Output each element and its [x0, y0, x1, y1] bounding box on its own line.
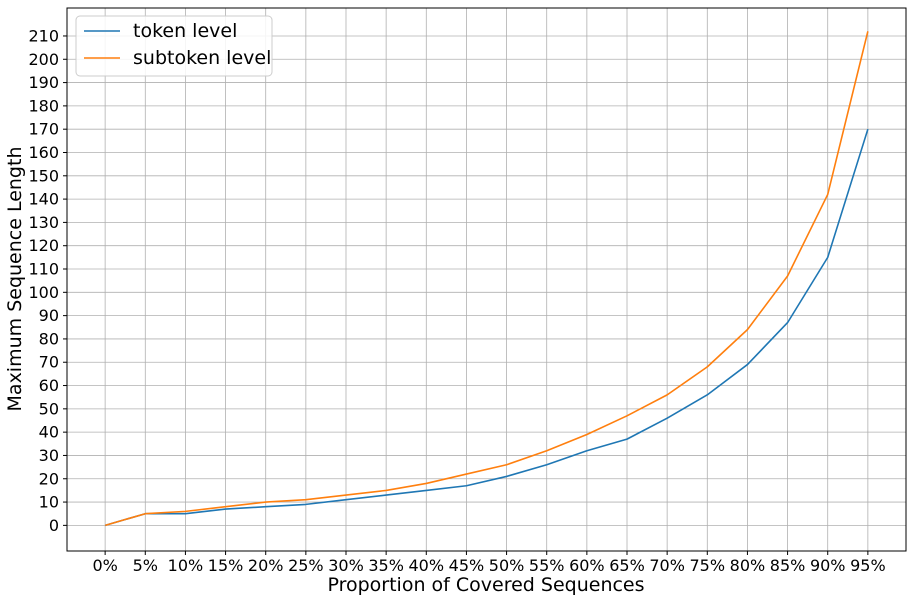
y-tick-label: 90: [39, 306, 59, 325]
y-tick-label: 160: [28, 143, 59, 162]
x-tick-label: 0%: [92, 556, 117, 575]
y-tick-label: 20: [39, 469, 59, 488]
x-tick-label: 65%: [609, 556, 645, 575]
y-tick-label: 0: [49, 516, 59, 535]
y-tick-label: 50: [39, 399, 59, 418]
y-tick-label: 70: [39, 353, 59, 372]
y-tick-label: 110: [28, 260, 59, 279]
x-tick-label: 85%: [770, 556, 806, 575]
y-tick-label: 60: [39, 376, 59, 395]
y-tick-label: 100: [28, 283, 59, 302]
series-lines: [104, 31, 869, 527]
x-tick-label: 90%: [810, 556, 846, 575]
y-tick-label: 210: [28, 26, 59, 45]
legend-label-subtoken-level: subtoken level: [133, 47, 271, 69]
series-line-token-level: [104, 128, 869, 527]
x-tick-label: 55%: [529, 556, 565, 575]
y-tick-label: 80: [39, 329, 59, 348]
tick-labels: 0% 5% 10% 15% 20% 25% 30% 35% 40% 45% 50% 55% 60% 65%…: [28, 26, 885, 575]
y-tick-label: 10: [39, 493, 59, 512]
y-tick-label: 30: [39, 446, 59, 465]
x-tick-label: 20%: [248, 556, 284, 575]
y-tick-label: 200: [28, 50, 59, 69]
legend: token level subtoken level: [75, 15, 273, 77]
grid: [67, 8, 906, 551]
x-tick-label: 70%: [649, 556, 685, 575]
x-tick-label: 50%: [489, 556, 525, 575]
series-line-subtoken-level: [104, 31, 869, 527]
x-tick-label: 40%: [409, 556, 445, 575]
x-axis-label: Proportion of Covered Sequences: [327, 574, 644, 596]
x-tick-label: 5%: [133, 556, 158, 575]
y-tick-label: 40: [39, 423, 59, 442]
x-tick-label: 80%: [730, 556, 766, 575]
x-tick-label: 10%: [168, 556, 204, 575]
y-tick-label: 130: [28, 213, 59, 232]
y-tick-label: 120: [28, 236, 59, 255]
y-tick-label: 170: [28, 120, 59, 139]
x-tick-label: 15%: [208, 556, 244, 575]
y-tick-label: 150: [28, 166, 59, 185]
x-tick-label: 95%: [850, 556, 886, 575]
x-tick-label: 75%: [690, 556, 726, 575]
legend-box: [75, 15, 273, 77]
y-tick-label: 180: [28, 96, 59, 115]
plot-frame: [66, 7, 907, 552]
x-tick-label: 35%: [368, 556, 404, 575]
x-tick-label: 25%: [288, 556, 324, 575]
legend-label-token-level: token level: [133, 20, 237, 42]
y-axis-label: Maximum Sequence Length: [4, 147, 26, 412]
x-tick-label: 30%: [328, 556, 364, 575]
y-tick-label: 140: [28, 190, 59, 209]
y-tick-label: 190: [28, 73, 59, 92]
x-tick-label: 45%: [449, 556, 485, 575]
x-tick-label: 60%: [569, 556, 605, 575]
